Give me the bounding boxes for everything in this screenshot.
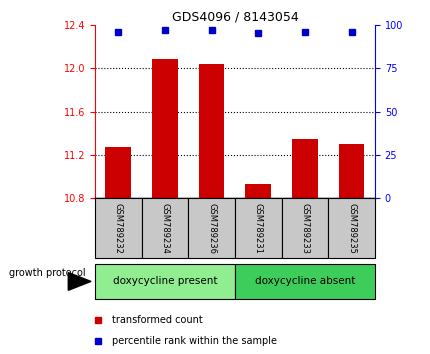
Bar [245,184,270,198]
Text: GSM789231: GSM789231 [253,203,262,254]
Bar [105,147,131,198]
Bar [292,139,317,198]
Text: growth protocol: growth protocol [9,268,85,278]
Bar [328,198,374,258]
Bar [152,59,177,198]
Bar [198,64,224,198]
Bar [95,264,234,299]
Text: GSM789235: GSM789235 [346,203,355,254]
Text: transformed count: transformed count [111,315,202,325]
Bar [188,198,234,258]
Text: GSM789236: GSM789236 [206,203,215,254]
Bar [234,198,281,258]
Text: GSM789234: GSM789234 [160,203,169,254]
Text: percentile rank within the sample: percentile rank within the sample [111,336,276,346]
Text: doxycycline absent: doxycycline absent [254,276,354,286]
Text: doxycycline present: doxycycline present [112,276,217,286]
Bar [338,144,364,198]
Bar [141,198,188,258]
Bar [95,198,141,258]
Text: GSM789232: GSM789232 [114,203,123,254]
Bar [234,264,374,299]
Bar [281,198,328,258]
Title: GDS4096 / 8143054: GDS4096 / 8143054 [171,11,298,24]
Polygon shape [68,273,91,290]
Text: GSM789233: GSM789233 [300,203,309,254]
